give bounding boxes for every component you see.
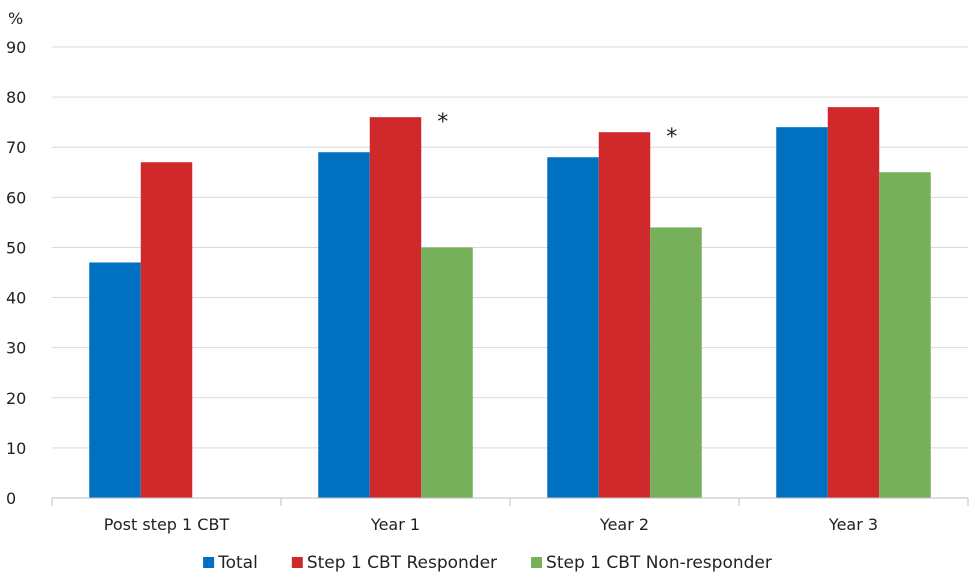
bar-total-2 (547, 157, 599, 498)
bar-step-1-cbt-non-responder-3 (879, 172, 931, 498)
legend-swatch (291, 557, 303, 568)
y-axis-unit-label: % (8, 9, 23, 28)
y-tick-label: 40 (6, 289, 26, 308)
y-tick-label: 80 (6, 88, 26, 107)
y-axis-ticks: 0 10 20 30 40 50 60 70 80 90 (6, 38, 26, 508)
legend-swatch (203, 557, 215, 568)
y-tick-label: 30 (6, 339, 26, 358)
bar-step-1-cbt-responder-1 (369, 117, 422, 499)
gridlines (52, 46, 968, 449)
y-tick-label: 90 (6, 38, 26, 57)
legend-label: Total (217, 553, 258, 573)
bar-step-1-cbt-non-responder-1 (421, 247, 473, 498)
y-tick-label: 60 (6, 188, 26, 207)
x-axis-category-labels: Post step 1 CBT Year 1 Year 2 Year 3 (104, 515, 878, 534)
y-tick-label: 70 (6, 138, 26, 157)
bar-step-1-cbt-responder-2 (598, 132, 651, 498)
bar-total-3 (776, 127, 828, 498)
x-axis-category-ticks (51, 498, 969, 506)
legend-label: Step 1 CBT Responder (307, 553, 497, 573)
bar-total-1 (318, 152, 370, 498)
annotations: ** (437, 110, 677, 150)
y-tick-label: 20 (6, 389, 26, 408)
y-tick-label: 50 (6, 238, 26, 257)
bar-total-0 (89, 262, 141, 498)
legend-swatch (531, 557, 543, 568)
bars (89, 107, 931, 499)
legend: Total Step 1 CBT Responder Step 1 CBT Non-… (203, 553, 772, 573)
y-tick-label: 0 (6, 489, 16, 508)
significance-marker: * (666, 125, 677, 150)
category-label: Year 1 (370, 515, 420, 534)
category-label: Year 2 (599, 515, 649, 534)
bar-step-1-cbt-responder-3 (827, 107, 880, 498)
category-label: Year 3 (828, 515, 878, 534)
y-tick-label: 10 (6, 439, 26, 458)
significance-marker: * (437, 110, 448, 135)
category-label: Post step 1 CBT (104, 515, 230, 534)
bar-step-1-cbt-responder-0 (140, 162, 193, 498)
bar-step-1-cbt-non-responder-2 (650, 227, 702, 498)
legend-label: Step 1 CBT Non-responder (546, 553, 772, 573)
